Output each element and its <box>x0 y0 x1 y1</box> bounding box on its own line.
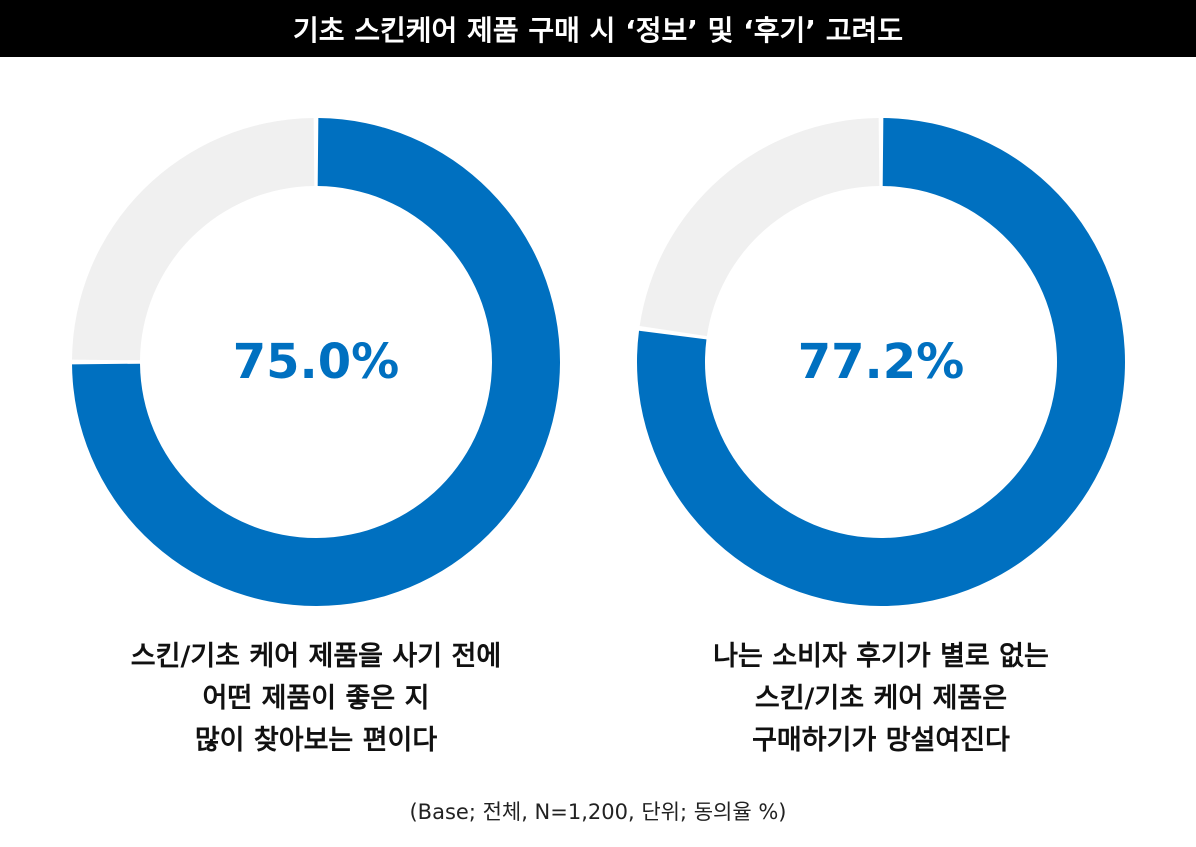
caption-2-line-1: 나는 소비자 후기가 별로 없는 <box>713 641 1049 672</box>
caption-1-line-3: 많이 찾아보는 편이다 <box>194 725 438 756</box>
donut-value-label-1: 75.0% <box>232 334 400 390</box>
donut-value-label-2: 77.2% <box>797 334 965 390</box>
chart-title: 기초 스킨케어 제품 구매 시 ‘정보’ 및 ‘후기’ 고려도 <box>293 13 903 47</box>
caption-2-line-3: 구매하기가 망설여진다 <box>752 725 1010 756</box>
donut-svg-1 <box>72 118 560 606</box>
caption-1-line-1: 스킨/기초 케어 제품을 사기 전에 <box>130 641 502 672</box>
caption-2-line-2: 스킨/기초 케어 제품은 <box>754 683 1008 714</box>
title-bar: 기초 스킨케어 제품 구매 시 ‘정보’ 및 ‘후기’ 고려도 <box>0 0 1196 57</box>
donut-remainder-slice-1 <box>72 118 315 361</box>
caption-2: 나는 소비자 후기가 별로 없는 스킨/기초 케어 제품은 구매하기가 망설여진… <box>601 636 1161 762</box>
donut-svg-2 <box>637 118 1125 606</box>
donut-chart-2: 77.2% <box>637 118 1125 606</box>
caption-1-line-2: 어떤 제품이 좋은 지 <box>202 683 430 714</box>
base-note: (Base; 전체, N=1,200, 단위; 동의율 %) <box>409 800 787 824</box>
donut-chart-1: 75.0% <box>72 118 560 606</box>
donut-remainder-slice-2 <box>639 118 880 337</box>
caption-1: 스킨/기초 케어 제품을 사기 전에 어떤 제품이 좋은 지 많이 찾아보는 편… <box>36 636 596 762</box>
